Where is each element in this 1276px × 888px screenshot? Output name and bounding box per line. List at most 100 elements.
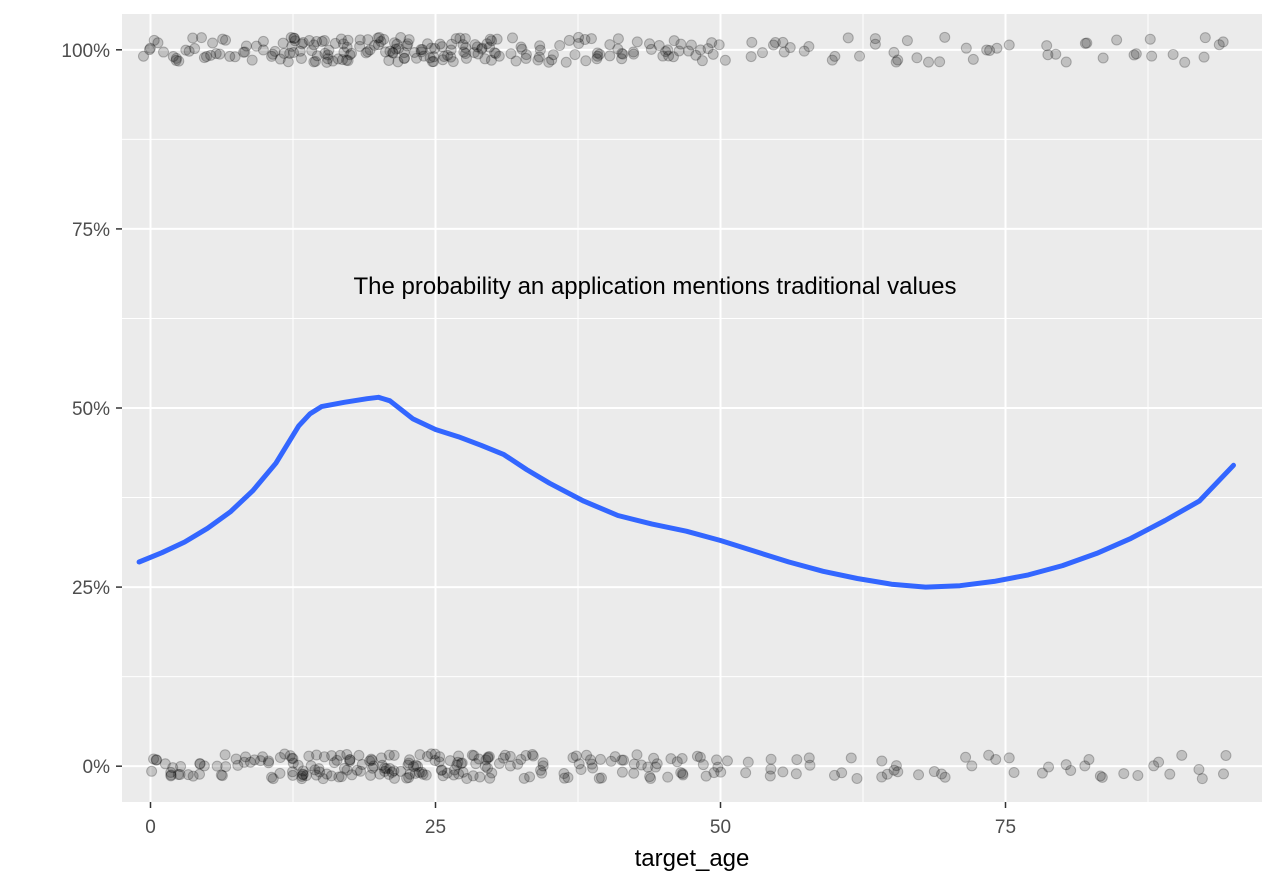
data-point bbox=[410, 759, 422, 771]
data-point bbox=[535, 764, 547, 776]
data-point bbox=[484, 41, 496, 53]
data-point bbox=[573, 38, 585, 50]
data-point bbox=[297, 768, 309, 780]
data-point bbox=[876, 771, 888, 783]
data-point bbox=[627, 46, 639, 58]
data-point bbox=[482, 751, 494, 763]
data-point bbox=[296, 38, 308, 50]
data-point bbox=[746, 36, 758, 48]
data-point bbox=[505, 48, 517, 60]
data-point bbox=[1096, 771, 1108, 783]
data-point bbox=[719, 54, 731, 66]
data-point bbox=[547, 49, 559, 61]
data-point bbox=[211, 760, 223, 772]
data-point bbox=[284, 750, 296, 762]
data-point bbox=[460, 48, 472, 60]
data-point bbox=[745, 51, 757, 63]
data-point bbox=[677, 769, 689, 781]
data-point bbox=[148, 753, 160, 765]
data-point bbox=[224, 50, 236, 62]
data-point bbox=[1130, 48, 1142, 60]
data-point bbox=[534, 44, 546, 56]
data-point bbox=[586, 758, 598, 770]
data-point bbox=[591, 47, 603, 59]
data-point bbox=[892, 54, 904, 66]
data-point bbox=[869, 33, 881, 45]
data-point bbox=[631, 749, 643, 761]
data-point bbox=[364, 755, 376, 767]
data-point bbox=[311, 50, 323, 62]
chart-annotation: The probability an application mentions … bbox=[353, 273, 956, 300]
data-point bbox=[373, 32, 385, 44]
data-point bbox=[195, 32, 207, 44]
data-point bbox=[667, 51, 679, 63]
data-point bbox=[364, 44, 376, 56]
data-point bbox=[189, 43, 201, 55]
data-point bbox=[480, 754, 492, 766]
data-point bbox=[476, 42, 488, 54]
data-point bbox=[507, 32, 519, 44]
data-point bbox=[341, 748, 353, 760]
data-point bbox=[960, 42, 972, 54]
data-point bbox=[232, 759, 244, 771]
data-point bbox=[662, 44, 674, 56]
data-point bbox=[338, 46, 350, 58]
data-point bbox=[1042, 49, 1054, 61]
data-point bbox=[562, 772, 574, 784]
data-point bbox=[691, 750, 703, 762]
data-point bbox=[609, 751, 621, 763]
data-point bbox=[854, 50, 866, 62]
data-point bbox=[398, 47, 410, 59]
data-point bbox=[983, 749, 995, 761]
data-point bbox=[282, 56, 294, 68]
data-point bbox=[441, 767, 453, 779]
data-point bbox=[777, 36, 789, 48]
data-point bbox=[383, 54, 395, 66]
data-point bbox=[869, 38, 881, 50]
data-point bbox=[485, 54, 497, 66]
data-point bbox=[665, 753, 677, 765]
data-point bbox=[510, 55, 522, 67]
data-point bbox=[215, 769, 227, 781]
data-point bbox=[573, 758, 585, 770]
data-point bbox=[466, 749, 478, 761]
data-point bbox=[645, 43, 657, 55]
data-point bbox=[1176, 749, 1188, 761]
data-point bbox=[481, 38, 493, 50]
data-point bbox=[991, 42, 1003, 54]
data-point bbox=[960, 751, 972, 763]
data-point bbox=[368, 760, 380, 772]
data-point bbox=[386, 766, 398, 778]
data-point bbox=[274, 53, 286, 65]
data-point bbox=[461, 773, 473, 785]
data-point bbox=[454, 32, 466, 44]
data-point bbox=[778, 46, 790, 58]
data-point bbox=[146, 765, 158, 777]
data-point bbox=[829, 50, 841, 62]
data-point bbox=[616, 766, 628, 778]
data-point bbox=[411, 52, 423, 64]
y-tick-label: 75% bbox=[72, 220, 110, 241]
data-point bbox=[137, 50, 149, 62]
data-point bbox=[187, 32, 199, 44]
data-point bbox=[474, 771, 486, 783]
data-point bbox=[266, 771, 278, 783]
data-point bbox=[587, 762, 599, 774]
data-point bbox=[445, 44, 457, 56]
data-point bbox=[170, 54, 182, 66]
data-point bbox=[460, 42, 472, 54]
data-point bbox=[308, 56, 320, 68]
data-point bbox=[344, 49, 356, 61]
data-point bbox=[1079, 760, 1091, 772]
data-point bbox=[198, 760, 210, 772]
data-point bbox=[344, 754, 356, 766]
data-point bbox=[294, 45, 306, 57]
data-point bbox=[563, 34, 575, 46]
data-point bbox=[296, 773, 308, 785]
data-point bbox=[584, 754, 596, 766]
data-point bbox=[593, 772, 605, 784]
data-point bbox=[173, 55, 185, 67]
data-point bbox=[238, 756, 250, 768]
data-point bbox=[229, 51, 241, 63]
x-tick-label: 75 bbox=[995, 817, 1016, 838]
